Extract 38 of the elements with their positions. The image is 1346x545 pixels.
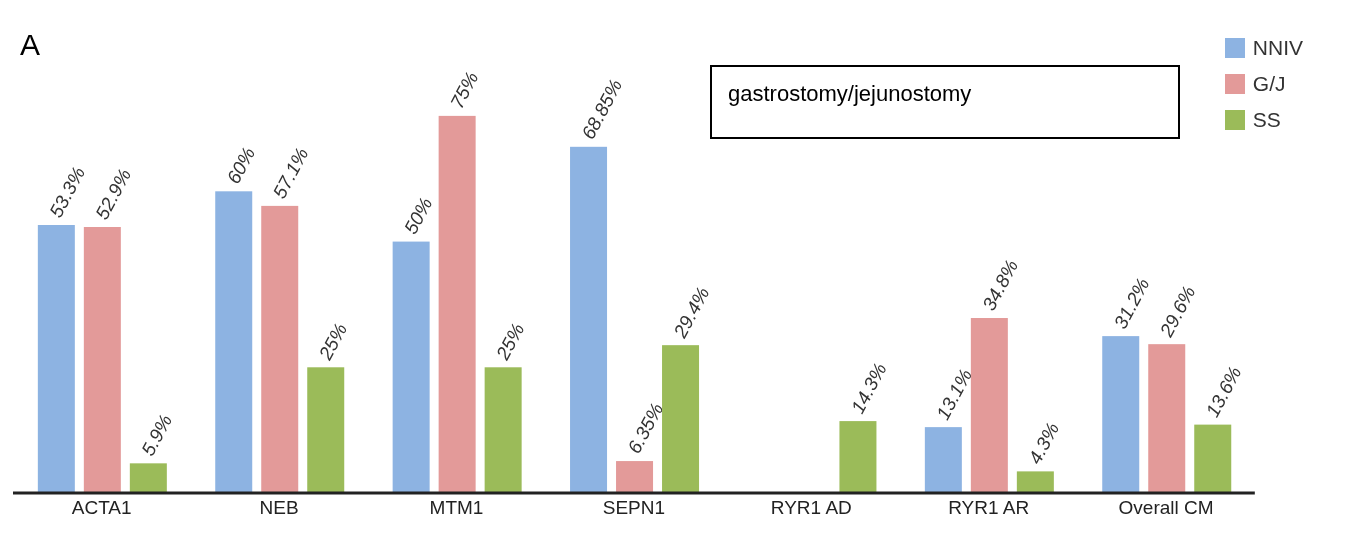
bar xyxy=(438,115,476,493)
bar xyxy=(83,227,121,493)
bar xyxy=(662,345,700,493)
bar xyxy=(616,461,654,493)
text-box: gastrostomy/jejunostomy xyxy=(710,65,1180,139)
data-label: 25% xyxy=(314,319,352,365)
bar xyxy=(924,427,962,493)
bar xyxy=(37,224,75,493)
x-tick-label: SEPN1 xyxy=(602,497,666,519)
bar xyxy=(1148,344,1186,493)
bar xyxy=(839,421,877,493)
legend-label: NNIV xyxy=(1252,36,1303,60)
x-tick-label: ACTA1 xyxy=(71,497,132,519)
legend-label: SS xyxy=(1252,108,1281,132)
bar xyxy=(1194,424,1232,493)
bar xyxy=(970,318,1008,493)
bar xyxy=(570,146,608,493)
bar xyxy=(215,191,253,493)
bar xyxy=(392,241,430,493)
bar xyxy=(129,463,167,493)
x-tick-label: MTM1 xyxy=(429,497,484,519)
data-label: 75% xyxy=(446,68,483,112)
bar xyxy=(1016,471,1054,493)
x-tick-label: RYR1 AD xyxy=(770,497,852,519)
chart-title: A xyxy=(20,28,41,62)
data-label: 25% xyxy=(491,319,529,365)
x-tick-label: NEB xyxy=(259,497,299,519)
data-label: 50% xyxy=(400,193,437,238)
legend-label: G/J xyxy=(1252,72,1286,96)
x-tick-label: Overall CM xyxy=(1118,497,1214,519)
data-label: 4.3% xyxy=(1024,419,1064,468)
bar xyxy=(307,367,345,493)
bar xyxy=(1102,336,1140,493)
x-tick-label: RYR1 AR xyxy=(948,497,1030,519)
bar xyxy=(484,367,522,493)
data-label: 60% xyxy=(222,143,260,188)
bar xyxy=(261,205,299,493)
data-label: 5.9% xyxy=(137,411,177,460)
